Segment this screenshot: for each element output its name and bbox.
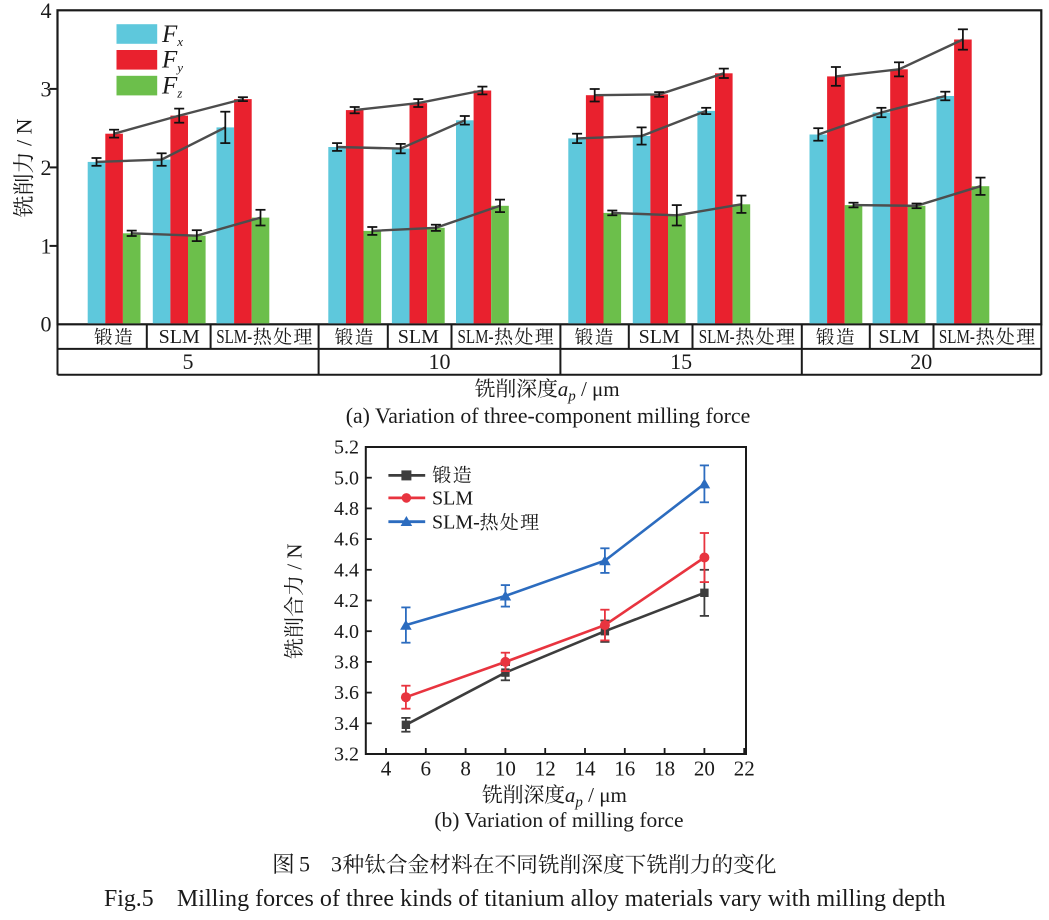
svg-text:6: 6 bbox=[421, 757, 432, 781]
svg-text:8: 8 bbox=[460, 757, 471, 781]
svg-text:4.8: 4.8 bbox=[334, 498, 359, 520]
svg-text:3: 3 bbox=[331, 852, 342, 877]
svg-text:4.6: 4.6 bbox=[334, 529, 359, 551]
svg-text:10: 10 bbox=[495, 757, 516, 781]
svg-text:Fig.5: Fig.5 bbox=[104, 886, 154, 912]
svg-text:Fy: Fy bbox=[161, 47, 183, 75]
svg-text:15: 15 bbox=[670, 349, 692, 374]
svg-text:3.4: 3.4 bbox=[334, 713, 359, 735]
svg-text:4: 4 bbox=[381, 757, 392, 781]
svg-text:3.8: 3.8 bbox=[334, 652, 359, 674]
svg-text:(b) Variation of milling force: (b) Variation of milling force bbox=[434, 808, 683, 832]
svg-text:SLM-: SLM- bbox=[458, 326, 494, 348]
svg-text:/ N: / N bbox=[283, 544, 307, 576]
svg-text:5: 5 bbox=[299, 852, 310, 877]
svg-text:4.0: 4.0 bbox=[334, 621, 359, 643]
svg-text:2: 2 bbox=[41, 155, 52, 180]
svg-text:3.2: 3.2 bbox=[334, 744, 359, 766]
svg-text:SLM: SLM bbox=[878, 326, 919, 348]
svg-text:3.6: 3.6 bbox=[334, 682, 359, 704]
svg-text:SLM-: SLM- bbox=[699, 326, 735, 348]
svg-text:SLM-: SLM- bbox=[939, 326, 975, 348]
svg-text:/ N: / N bbox=[12, 118, 37, 151]
svg-text:18: 18 bbox=[654, 757, 675, 781]
svg-text:12: 12 bbox=[535, 757, 556, 781]
svg-text:SLM: SLM bbox=[398, 326, 439, 348]
svg-text:ap / μm: ap / μm bbox=[558, 377, 620, 405]
svg-text:SLM: SLM bbox=[639, 326, 680, 348]
svg-text:5.2: 5.2 bbox=[334, 437, 359, 459]
svg-text:SLM: SLM bbox=[159, 326, 200, 348]
svg-text:Fx: Fx bbox=[161, 21, 183, 49]
svg-text:4.4: 4.4 bbox=[334, 559, 359, 581]
svg-text:22: 22 bbox=[734, 757, 755, 781]
svg-text:0: 0 bbox=[41, 312, 52, 337]
svg-text:4: 4 bbox=[41, 0, 52, 23]
svg-text:14: 14 bbox=[575, 757, 597, 781]
svg-text:SLM: SLM bbox=[432, 488, 473, 510]
svg-text:(a) Variation of three-compone: (a) Variation of three-component milling… bbox=[346, 404, 751, 428]
svg-text:1: 1 bbox=[41, 233, 52, 258]
svg-text:SLM-: SLM- bbox=[432, 511, 480, 533]
svg-text:16: 16 bbox=[614, 757, 635, 781]
svg-text:Milling forces of three kinds: Milling forces of three kinds of titaniu… bbox=[177, 886, 946, 912]
svg-text:4.2: 4.2 bbox=[334, 590, 359, 612]
svg-text:5: 5 bbox=[183, 349, 194, 374]
svg-text:3: 3 bbox=[41, 76, 52, 101]
svg-text:20: 20 bbox=[694, 757, 715, 781]
svg-text:Fz: Fz bbox=[161, 72, 182, 100]
svg-text:20: 20 bbox=[910, 349, 932, 374]
svg-text:10: 10 bbox=[429, 349, 451, 374]
svg-text:5.0: 5.0 bbox=[334, 467, 359, 489]
svg-text:SLM-: SLM- bbox=[216, 326, 252, 348]
svg-text:ap / μm: ap / μm bbox=[565, 783, 627, 811]
